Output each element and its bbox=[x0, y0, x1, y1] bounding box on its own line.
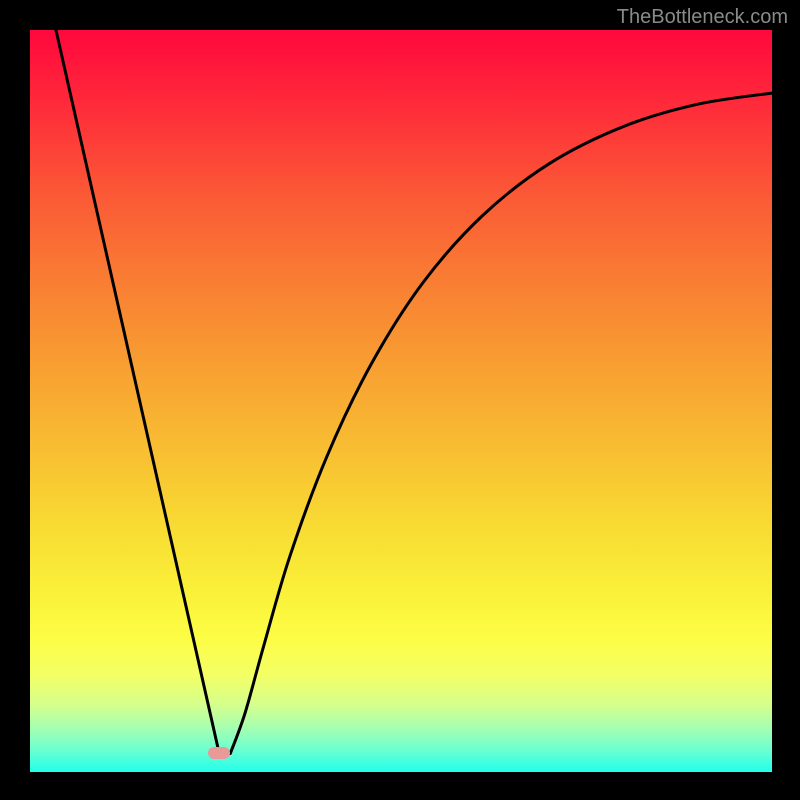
watermark-text: TheBottleneck.com bbox=[617, 6, 788, 29]
optimal-point-marker bbox=[208, 747, 230, 759]
chart-container: TheBottleneck.com bbox=[0, 0, 800, 800]
plot-area bbox=[30, 30, 772, 772]
bottleneck-curve bbox=[30, 30, 772, 772]
